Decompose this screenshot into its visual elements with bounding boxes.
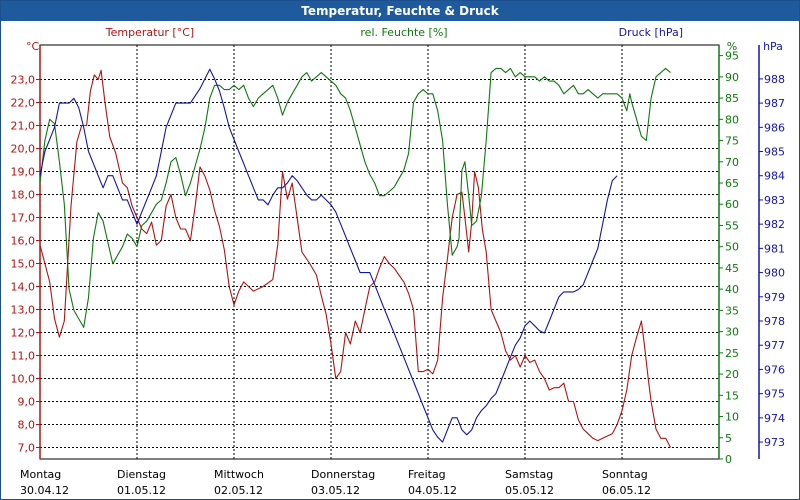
temp-tick-label: 17,0 [11,212,36,225]
pressure-tick-label: 973 [764,436,785,449]
temp-axis-title: Temperatur [°C] [105,26,194,39]
pressure-tick-label: 974 [764,412,785,425]
temp-tick-label: 9,0 [18,396,36,409]
humidity-tick-label: 65 [725,177,739,190]
humidity-tick-label: 50 [725,241,739,254]
grid [40,45,719,459]
temp-tick-label: 19,0 [11,166,36,179]
temp-tick-label: 11,0 [11,350,36,363]
axis-labels: Temperatur [°C] rel. Feuchte [%] Druck [… [26,26,783,53]
day-date-label: 03.05.12 [311,484,360,497]
temp-tick-label: 18,0 [11,189,36,202]
temp-tick-label: 23,0 [11,74,36,87]
day-name-label: Mittwoch [214,468,264,481]
temp-tick-label: 8,0 [18,419,36,432]
day-name-label: Samstag [505,468,553,481]
pressure-tick-label: 981 [764,242,785,255]
pressure-tick-label: 980 [764,267,785,280]
humidity-tick-label: 15 [725,389,739,402]
series-temp-line [39,69,671,448]
temp-tick-label: 22,0 [11,97,36,110]
axes: 23,0 22,0 21,0 20,0 19,0 18,0 17,0 16,0 15,0 14,0… [11,44,785,497]
pressure-tick-label: 982 [764,218,785,231]
day-date-label: 01.05.12 [117,484,166,497]
pressure-tick-label: 975 [764,388,785,401]
temp-tick-label: 7,0 [18,442,36,455]
day-name-label: Freitag [408,468,446,481]
temp-tick-label: 14,0 [11,281,36,294]
pressure-tick-label: 988 [764,73,785,86]
humidity-tick-label: 70 [725,156,739,169]
temp-tick-label: 13,0 [11,304,36,317]
pressure-tick-label: 977 [764,339,785,352]
humidity-tick-label: 20 [725,368,739,381]
humidity-tick-label: 35 [725,304,739,317]
pressure-tick-label: 983 [764,194,785,207]
day-name-label: Montag [20,468,61,481]
day-date-label: 30.04.12 [20,484,69,497]
series-press-line [39,68,618,443]
temp-tick-label: 20,0 [11,143,36,156]
chart-title: Temperatur, Feuchte & Druck [1,1,799,21]
humidity-tick-label: 85 [725,92,739,105]
temp-tick-label: 16,0 [11,235,36,248]
humidity-tick-label: 30 [725,326,739,339]
pressure-tick-label: 986 [764,121,785,134]
plot-border [39,44,720,460]
pressure-tick-label: 976 [764,363,785,376]
humidity-axis-title: rel. Feuchte [%] [360,26,447,39]
pressure-tick-label: 985 [764,146,785,159]
temp-unit: °C [26,40,40,53]
temp-tick-label: 21,0 [11,120,36,133]
humidity-tick-label: 80 [725,113,739,126]
series-hum-line [39,67,671,328]
humidity-tick-label: 25 [725,347,739,360]
humidity-tick-label: 5 [725,432,732,445]
humidity-tick-label: 10 [725,411,739,424]
humidity-tick-label: 0 [725,453,732,466]
pressure-unit: hPa [763,40,783,53]
pressure-tick-label: 987 [764,97,785,110]
temp-tick-label: 12,0 [11,327,36,340]
humidity-tick-label: 95 [725,50,739,63]
humidity-tick-label: 90 [725,71,739,84]
humidity-tick-label: 60 [725,198,739,211]
day-name-label: Dienstag [117,468,166,481]
pressure-tick-label: 978 [764,315,785,328]
day-date-label: 06.05.12 [602,484,651,497]
pressure-tick-label: 984 [764,170,785,183]
day-name-label: Sonntag [602,468,648,481]
humidity-tick-label: 75 [725,135,739,148]
day-date-label: 04.05.12 [408,484,457,497]
temp-tick-label: 10,0 [11,373,36,386]
series-lines [39,67,671,448]
day-date-label: 05.05.12 [505,484,554,497]
day-date-label: 02.05.12 [214,484,263,497]
humidity-tick-label: 40 [725,283,739,296]
day-name-label: Donnerstag [311,468,375,481]
pressure-tick-label: 979 [764,291,785,304]
humidity-unit: % [727,40,737,53]
pressure-axis-title: Druck [hPa] [619,26,683,39]
humidity-tick-label: 45 [725,262,739,275]
humidity-tick-label: 55 [725,219,739,232]
temp-tick-label: 15,0 [11,258,36,271]
